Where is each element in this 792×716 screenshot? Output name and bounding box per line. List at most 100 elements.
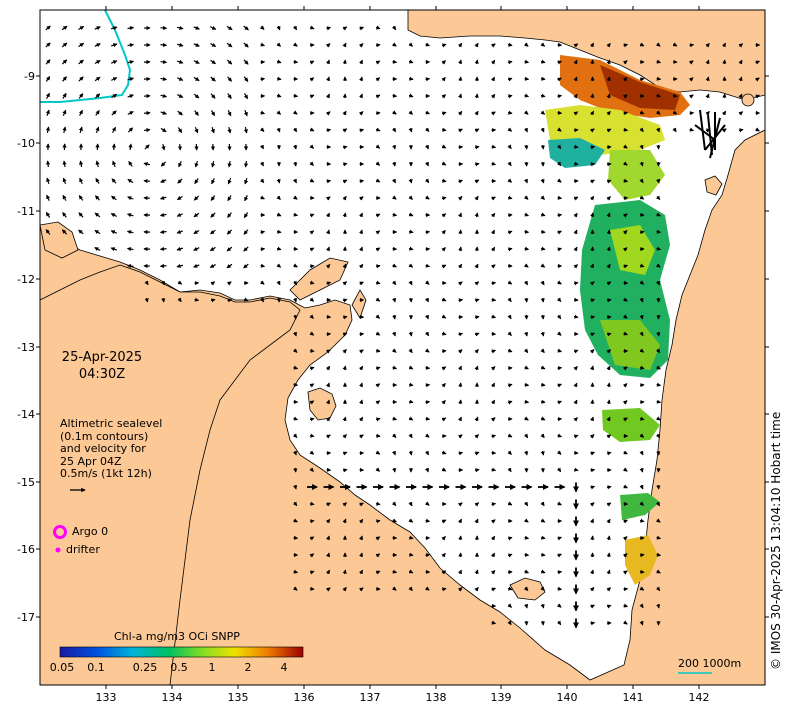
velocity-arrow xyxy=(193,42,200,47)
velocity-arrow xyxy=(606,349,612,354)
velocity-arrow xyxy=(491,587,496,592)
velocity-arrow xyxy=(474,349,479,354)
velocity-arrow xyxy=(358,518,364,524)
velocity-arrow xyxy=(490,246,496,252)
velocity-arrow xyxy=(639,484,644,490)
velocity-arrow xyxy=(359,502,364,507)
velocity-arrow xyxy=(490,535,496,541)
velocity-arrow xyxy=(209,246,216,252)
velocity-arrow xyxy=(441,382,446,388)
velocity-arrow xyxy=(408,501,413,507)
velocity-arrow xyxy=(540,518,546,523)
velocity-arrow xyxy=(194,297,200,302)
velocity-arrow xyxy=(358,212,363,218)
velocity-arrow xyxy=(507,400,513,405)
velocity-arrow xyxy=(176,42,184,47)
velocity-arrow xyxy=(177,280,183,285)
velocity-arrow xyxy=(210,76,216,82)
velocity-arrow xyxy=(722,93,727,99)
velocity-arrow xyxy=(441,467,447,472)
velocity-arrow xyxy=(45,92,50,99)
velocity-arrow xyxy=(590,315,596,320)
velocity-arrow xyxy=(111,110,117,116)
velocity-arrow xyxy=(573,297,579,302)
velocity-arrow xyxy=(639,331,644,337)
velocity-arrow xyxy=(474,212,479,218)
velocity-arrow xyxy=(622,383,628,388)
velocity-arrow xyxy=(326,502,331,507)
lon-tick-label: 135 xyxy=(227,691,249,704)
velocity-arrow xyxy=(590,128,595,133)
velocity-arrow xyxy=(375,331,381,336)
velocity-arrow xyxy=(375,536,381,541)
velocity-arrow xyxy=(441,161,447,166)
velocity-arrow xyxy=(639,586,645,591)
velocity-arrow xyxy=(606,298,612,303)
velocity-arrow xyxy=(590,212,595,218)
velocity-arrow xyxy=(375,400,381,405)
velocity-arrow xyxy=(606,110,611,116)
velocity-arrow xyxy=(342,110,347,116)
lon-tick-label: 137 xyxy=(359,691,381,704)
velocity-arrow xyxy=(226,246,233,252)
velocity-arrow xyxy=(573,349,579,354)
velocity-arrow xyxy=(606,535,611,541)
velocity-arrow xyxy=(326,399,331,405)
velocity-arrow xyxy=(293,331,297,337)
velocity-arrow xyxy=(474,332,480,337)
velocity-arrow xyxy=(524,229,530,234)
velocity-arrow xyxy=(606,399,611,405)
chl-patch xyxy=(600,320,660,370)
velocity-arrow xyxy=(425,365,431,370)
velocity-arrow xyxy=(507,603,512,608)
velocity-arrow xyxy=(210,298,216,303)
velocity-arrow xyxy=(491,314,497,319)
velocity-arrow xyxy=(623,94,628,99)
velocity-arrow xyxy=(557,586,563,591)
velocity-arrow xyxy=(126,247,134,252)
chl-patch xyxy=(625,535,658,585)
velocity-arrow xyxy=(507,178,513,183)
velocity-arrow xyxy=(424,331,430,337)
velocity-arrow xyxy=(590,59,595,65)
velocity-arrow xyxy=(441,417,447,422)
velocity-arrow xyxy=(738,76,743,82)
velocity-arrow xyxy=(474,93,479,99)
colorbar-tick-label: 1 xyxy=(208,661,216,674)
velocity-arrow xyxy=(326,587,331,592)
velocity-arrow xyxy=(639,77,645,82)
velocity-arrow xyxy=(623,467,628,472)
velocity-arrow xyxy=(359,76,364,82)
velocity-arrow xyxy=(524,263,529,268)
velocity-arrow xyxy=(458,59,463,65)
chlorophyll-layer xyxy=(545,55,690,585)
velocity-arrow xyxy=(392,416,398,421)
velocity-arrow xyxy=(474,586,479,592)
velocity-arrow xyxy=(656,331,661,337)
velocity-arrow xyxy=(557,77,562,82)
velocity-arrow xyxy=(309,348,315,353)
velocity-arrow xyxy=(127,60,135,65)
colorbar-title: Chl-a mg/m3 OCi SNPP xyxy=(114,630,240,643)
velocity-arrow xyxy=(293,110,298,115)
velocity-arrow xyxy=(639,518,645,523)
velocity-arrow xyxy=(606,502,612,507)
velocity-arrow xyxy=(507,586,513,591)
velocity-arrow xyxy=(62,194,67,201)
velocity-arrow xyxy=(424,144,429,150)
velocity-arrow xyxy=(556,603,562,608)
velocity-arrow xyxy=(160,127,167,133)
velocity-arrow xyxy=(110,230,117,235)
velocity-arrow xyxy=(45,42,51,48)
velocity-arrow xyxy=(573,196,579,201)
velocity-arrow xyxy=(573,144,579,149)
velocity-arrow xyxy=(606,434,612,439)
velocity-arrow xyxy=(276,246,282,251)
velocity-arrow xyxy=(656,399,662,404)
velocity-arrow xyxy=(210,212,216,218)
velocity-arrow xyxy=(474,128,480,133)
velocity-arrow xyxy=(375,570,381,575)
velocity-arrow xyxy=(79,177,84,184)
velocity-arrow xyxy=(606,569,611,575)
velocity-arrow xyxy=(540,110,546,115)
